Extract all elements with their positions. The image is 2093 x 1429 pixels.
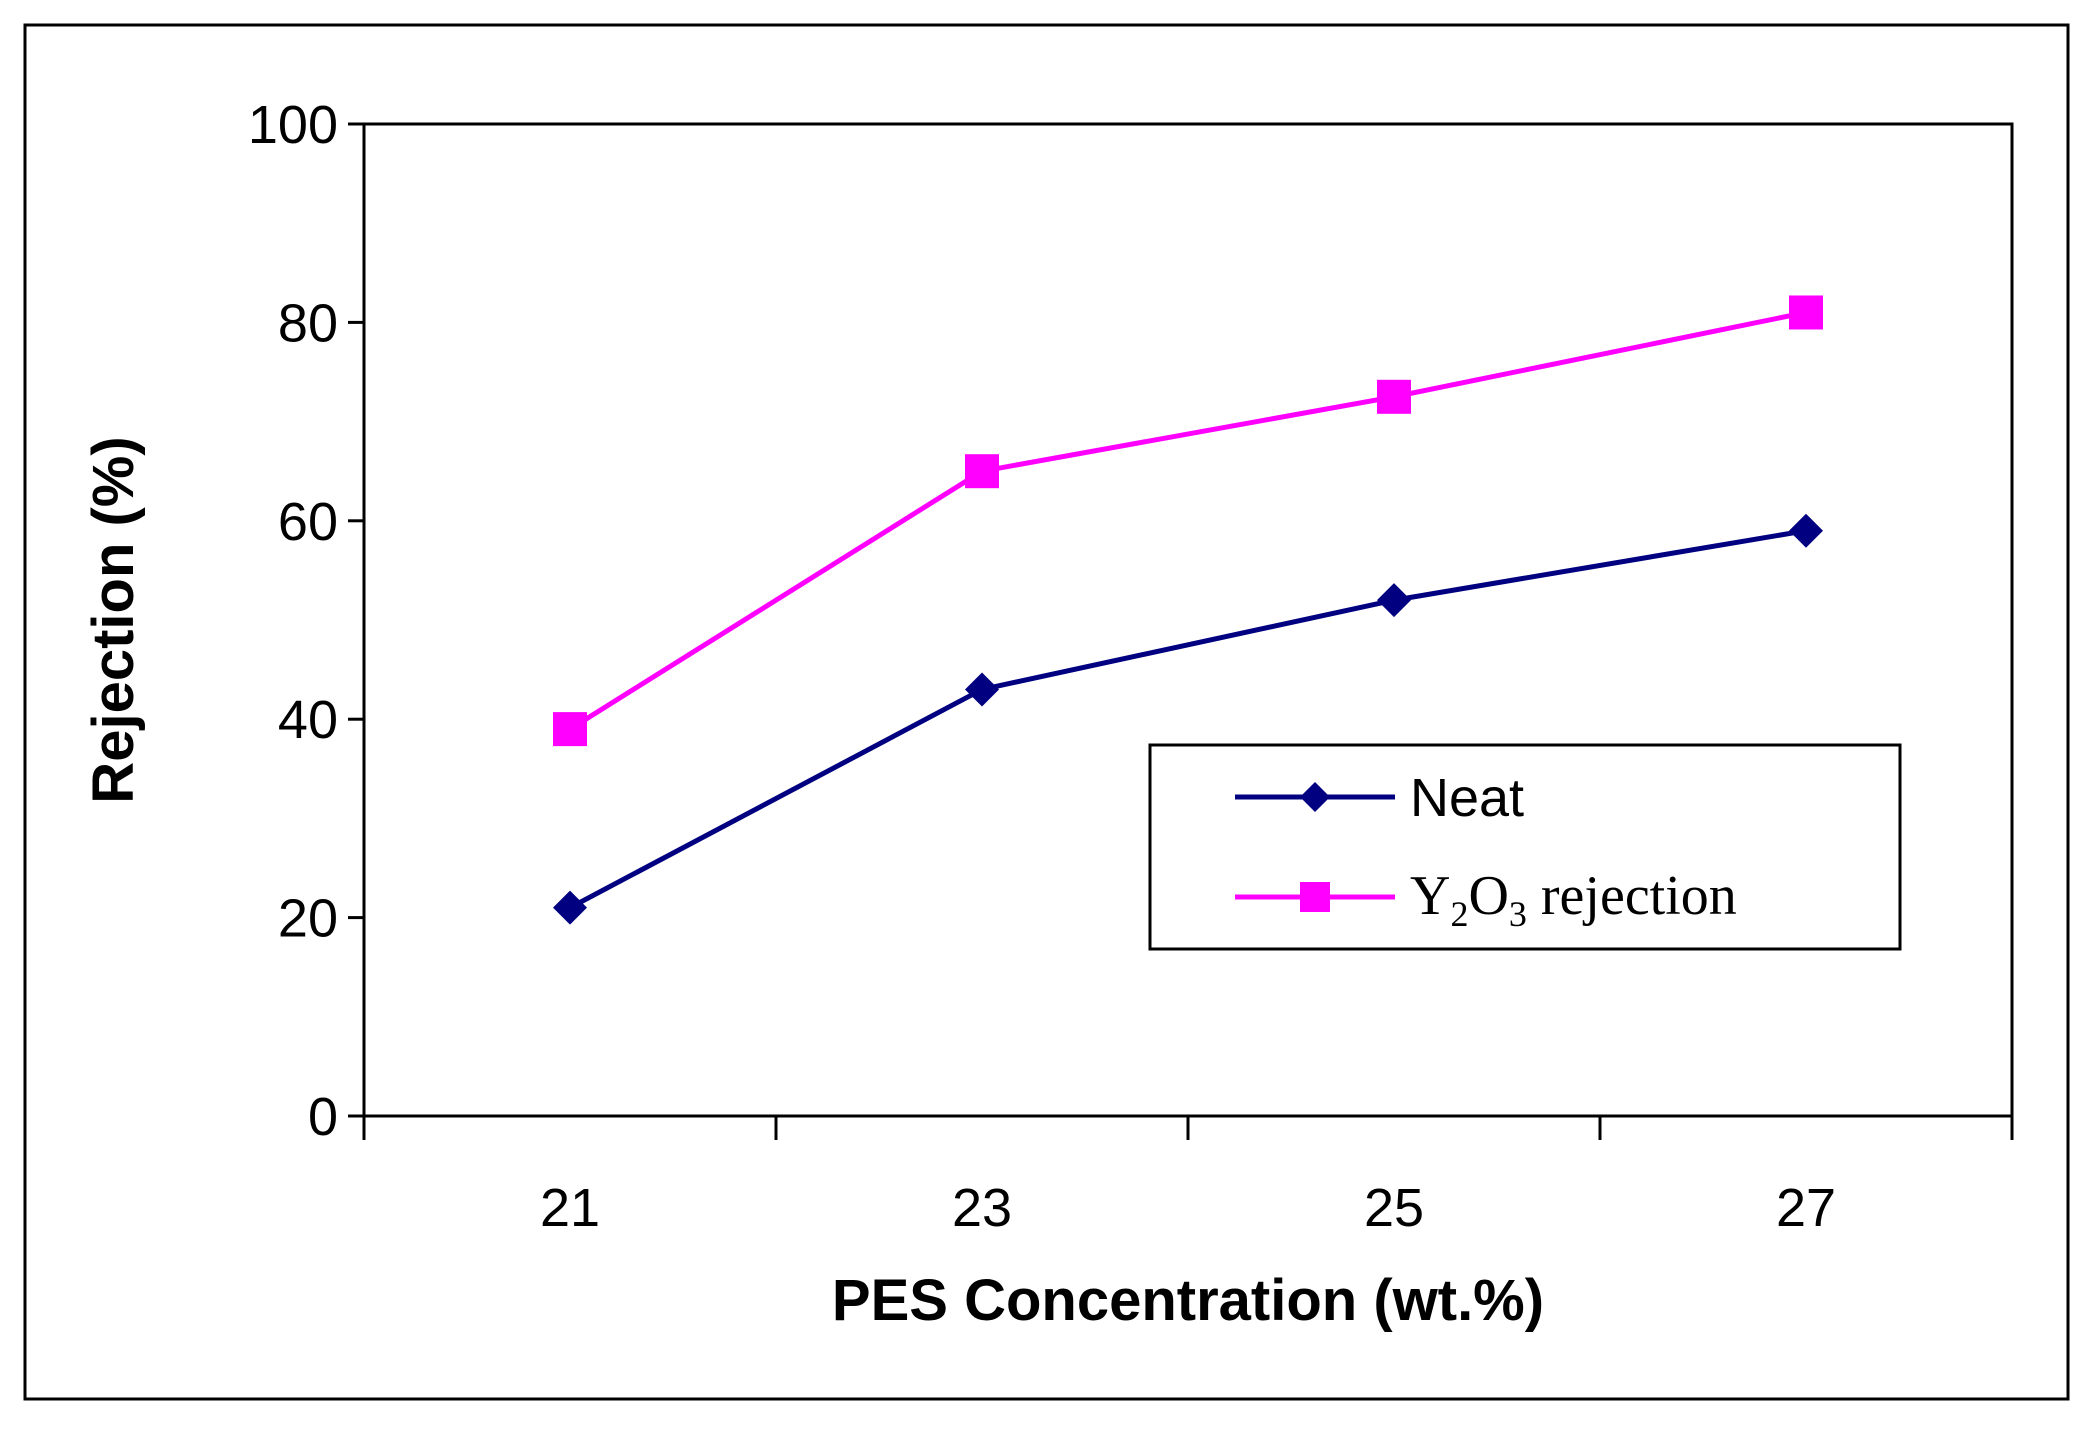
series-line-neat [568, 528, 1807, 910]
legend-y2o3-base1: Y [1410, 865, 1450, 927]
y-tick-label: 40 [278, 690, 338, 750]
y-axis-ticks: 0 20 40 60 80 100 [248, 95, 364, 1147]
series-line-y2o3 [568, 310, 1807, 732]
legend-y2o3-base2: O [1468, 865, 1508, 927]
data-point-neat [553, 890, 587, 925]
x-tick-label: 23 [952, 1178, 1012, 1238]
x-axis-ticks: 21 23 25 27 [362, 1116, 2014, 1238]
plot-area [362, 122, 2014, 1118]
legend-marker-neat [1300, 782, 1330, 812]
data-point-neat [965, 672, 999, 707]
data-point-neat [1377, 583, 1411, 618]
y-tick-label: 0 [308, 1087, 338, 1147]
y-tick-label: 60 [278, 492, 338, 552]
data-point-y2o3 [1789, 295, 1823, 330]
y-tick-label: 20 [278, 889, 338, 949]
data-point-neat [1789, 513, 1823, 548]
legend-y2o3-sub1: 2 [1450, 894, 1468, 934]
series-layer [553, 295, 1823, 925]
x-tick-label: 27 [1776, 1178, 1836, 1238]
y-tick-label: 80 [278, 293, 338, 353]
data-point-y2o3 [1377, 379, 1411, 414]
x-tick-label: 25 [1364, 1178, 1424, 1238]
legend-y2o3-sub2: 3 [1509, 894, 1527, 934]
y-axis-title: Rejection (%) [81, 436, 146, 803]
legend-marker-y2o3 [1300, 882, 1330, 912]
y-tick-label: 100 [248, 95, 338, 155]
legend-label-y2o3: Y2O3 rejection [1410, 865, 1737, 934]
legend: Neat Y2O3 rejection [1148, 743, 1902, 951]
legend-box [1148, 743, 1902, 951]
x-axis-title: PES Concentration (wt.%) [832, 1268, 1544, 1333]
data-point-y2o3 [965, 454, 999, 489]
legend-label-neat: Neat [1410, 768, 1524, 828]
legend-y2o3-rest: rejection [1527, 865, 1737, 927]
data-point-y2o3 [553, 712, 587, 747]
x-tick-label: 21 [540, 1178, 600, 1238]
